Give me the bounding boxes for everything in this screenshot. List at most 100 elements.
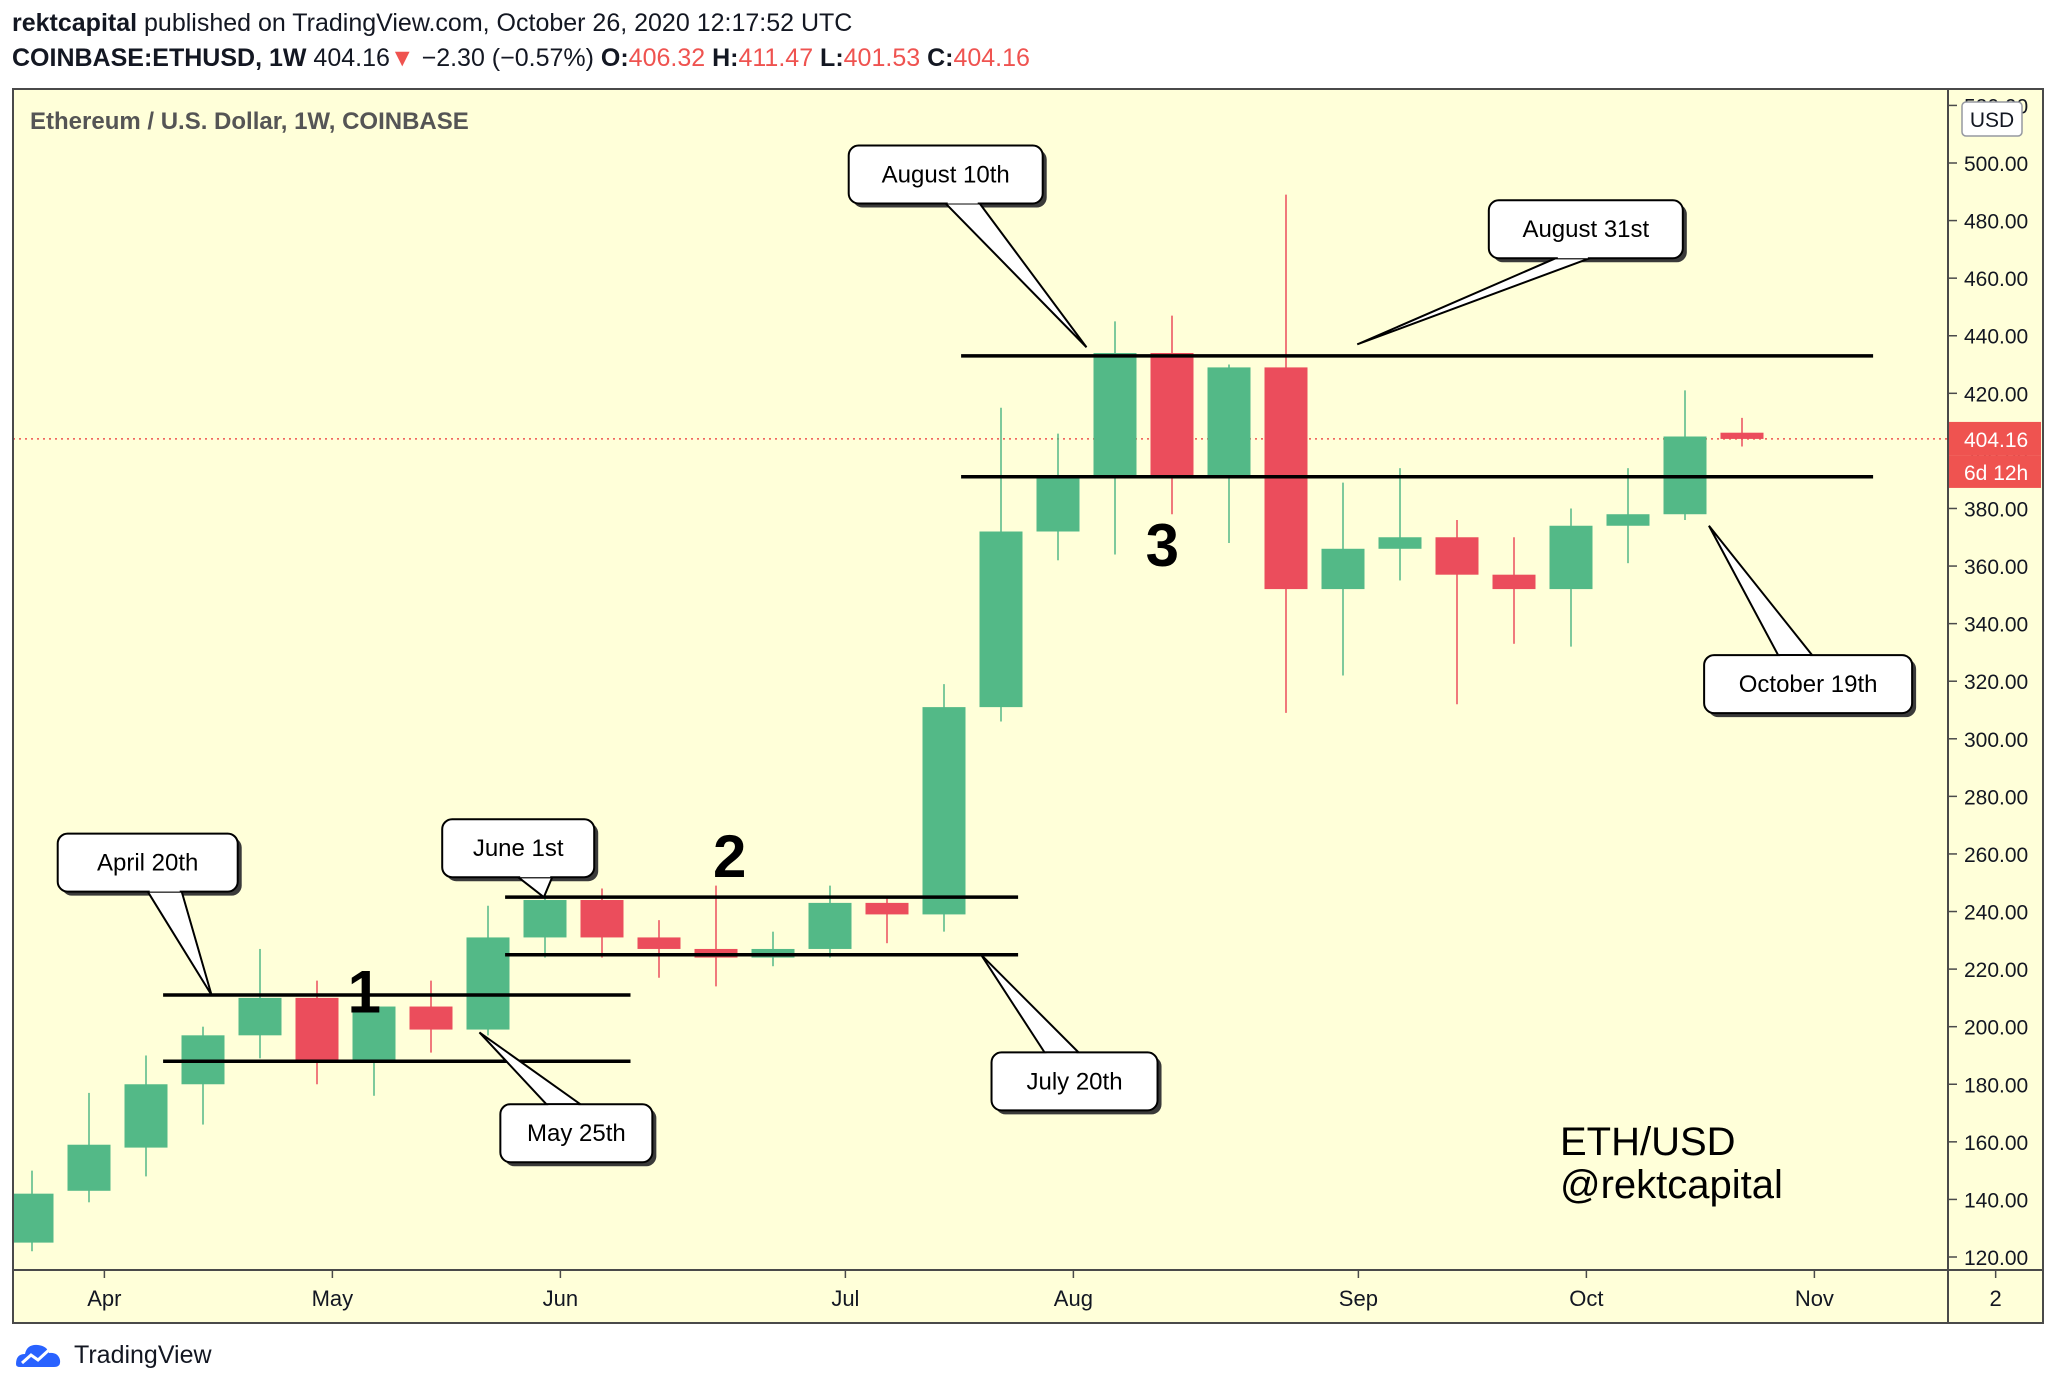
y-tick-label: 220.00 <box>1964 959 2028 982</box>
callout-box <box>990 1051 1159 1112</box>
callout-join <box>548 1105 579 1109</box>
candle-body[interactable] <box>1378 537 1422 549</box>
y-tick-label: 360.00 <box>1964 556 2028 579</box>
published-text: published on TradingView.com, October 26… <box>144 9 853 37</box>
close-value: 404.16 <box>953 44 1030 72</box>
open-value: 406.32 <box>628 44 706 72</box>
chart-border <box>12 88 2044 1324</box>
candle-body[interactable] <box>637 937 681 949</box>
x-tick-label: Sep <box>1339 1286 1378 1311</box>
open-label: O: <box>600 44 629 72</box>
y-tick-label: 380.00 <box>1964 498 2028 521</box>
callout-join <box>149 888 180 892</box>
symbol-label: COINBASE:ETHUSD, 1W <box>12 44 307 72</box>
time-axis-background <box>13 1270 2043 1323</box>
y-tick-label: 120.00 <box>1964 1247 2028 1270</box>
countdown-tag <box>1949 455 2041 488</box>
candles-group <box>11 194 1764 1252</box>
y-tick-label: 240.00 <box>1964 902 2028 925</box>
x-tick-label: Apr <box>87 1286 121 1311</box>
brand-text: TradingView <box>74 1340 212 1369</box>
zone-number: 2 <box>713 823 746 890</box>
last-price: 404.16 <box>313 44 390 72</box>
candle-body[interactable] <box>409 1006 453 1030</box>
candle-body[interactable] <box>1435 537 1479 575</box>
y-tick-label: 500.00 <box>1964 153 2028 176</box>
candle-body[interactable] <box>1207 367 1251 477</box>
y-tick-label: 200.00 <box>1964 1017 2028 1040</box>
y-tick-label: 260.00 <box>1964 844 2028 867</box>
candle-body[interactable] <box>865 902 909 915</box>
zone-number: 3 <box>1146 512 1179 579</box>
watermark-pair: ETH/USD <box>1560 1120 1736 1164</box>
currency-label: USD <box>1970 109 2014 132</box>
y-tick-label: 480.00 <box>1964 211 2028 234</box>
y-tick-label: 460.00 <box>1964 268 2028 291</box>
callout-label: April 20th <box>97 850 198 877</box>
callout-join <box>1557 255 1588 259</box>
candle-body[interactable] <box>1492 574 1536 590</box>
x-tick-label: 2 <box>1990 1286 2002 1311</box>
y-tick-label: 420.00 <box>1964 383 2028 406</box>
candle-body[interactable] <box>295 997 339 1062</box>
callout-join <box>520 874 551 878</box>
candle-body[interactable] <box>11 1193 54 1243</box>
chart-title: Ethereum / U.S. Dollar, 1W, COINBASE <box>30 108 469 135</box>
callout-label: July 20th <box>1026 1068 1122 1095</box>
candle-body[interactable] <box>1150 353 1194 477</box>
countdown-label: 6d 12h <box>1964 462 2028 485</box>
candle-body[interactable] <box>1036 476 1080 532</box>
callout-box <box>1703 654 1914 715</box>
callout-box <box>441 818 596 879</box>
x-tick-label: Jun <box>543 1286 578 1311</box>
high-value: 411.47 <box>738 44 814 72</box>
callout-box <box>56 832 239 893</box>
callout-label: August 31st <box>1522 216 1649 243</box>
candle-body[interactable] <box>238 997 282 1036</box>
tradingview-logo-icon <box>16 1344 61 1367</box>
price-axis-background <box>1948 89 2043 1270</box>
close-label: C: <box>927 44 954 72</box>
x-tick-label: Aug <box>1054 1286 1093 1311</box>
candle-body[interactable] <box>1720 432 1764 439</box>
candle-body[interactable] <box>1093 353 1137 477</box>
y-tick-label: 280.00 <box>1964 786 2028 809</box>
watermark-handle: @rektcapital <box>1560 1163 1783 1207</box>
price-change: −2.30 (−0.57%) <box>421 44 594 72</box>
high-label: H: <box>712 44 739 72</box>
candle-body[interactable] <box>1606 514 1650 526</box>
candle-body[interactable] <box>979 531 1023 708</box>
candle-body[interactable] <box>352 1006 396 1062</box>
candle-body[interactable] <box>808 902 852 949</box>
candle-body[interactable] <box>67 1144 111 1191</box>
publish-info: rektcapital published on TradingView.com… <box>12 9 852 38</box>
last-price-tag-label: 404.16 <box>1964 429 2028 452</box>
y-tick-label: 320.00 <box>1964 671 2028 694</box>
candle-body[interactable] <box>523 900 567 938</box>
low-label: L: <box>820 44 844 72</box>
callout-label: June 1st <box>473 835 564 862</box>
y-tick-label: 160.00 <box>1964 1132 2028 1155</box>
x-tick-label: Nov <box>1795 1286 1834 1311</box>
symbol-info: COINBASE:ETHUSD, 1W 404.16▼ −2.30 (−0.57… <box>12 44 1030 73</box>
candle-body[interactable] <box>1549 525 1593 590</box>
y-tick-label: 340.00 <box>1964 614 2028 637</box>
candle-body[interactable] <box>466 937 510 1030</box>
callout-box <box>499 1103 654 1164</box>
tradingview-branding[interactable]: TradingView <box>14 1340 212 1370</box>
candle-body[interactable] <box>1321 548 1365 590</box>
candle-body[interactable] <box>580 900 624 938</box>
candle-body[interactable] <box>922 707 966 915</box>
callout-join <box>1780 656 1811 660</box>
candle-body[interactable] <box>124 1084 168 1148</box>
author-name[interactable]: rektcapital <box>12 9 138 37</box>
x-tick-label: Oct <box>1569 1286 1603 1311</box>
callout-label: May 25th <box>527 1120 626 1147</box>
callout-label: August 10th <box>882 162 1010 189</box>
y-tick-label: 140.00 <box>1964 1189 2028 1212</box>
x-tick-label: May <box>312 1286 354 1311</box>
callout-join <box>947 200 978 204</box>
down-arrow-icon: ▼ <box>389 44 415 72</box>
y-tick-label: 440.00 <box>1964 326 2028 349</box>
